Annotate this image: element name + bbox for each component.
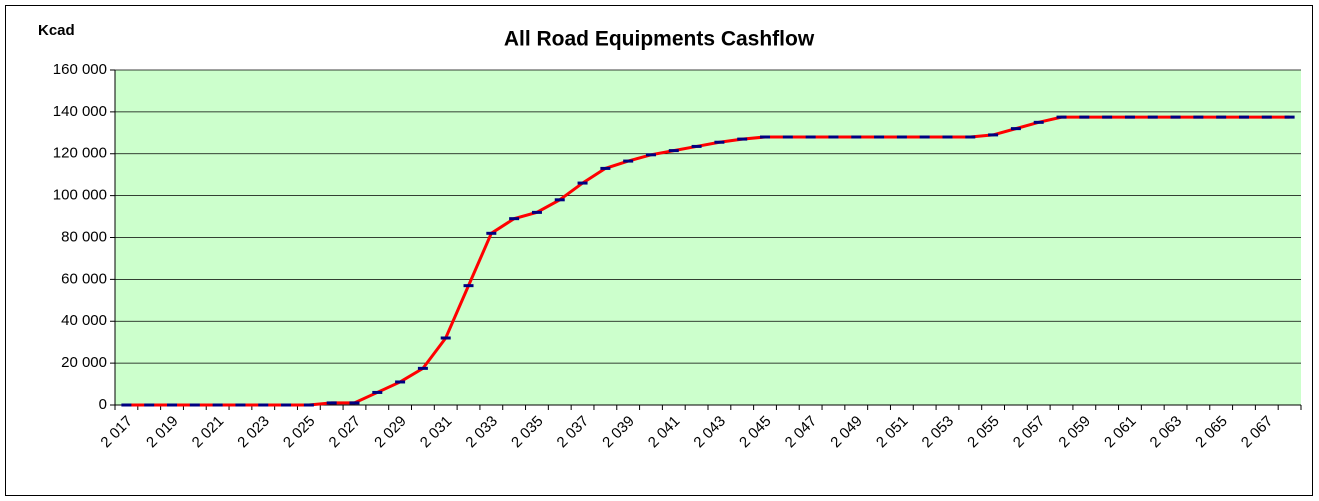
y-tick-label: 120 000 bbox=[53, 145, 107, 162]
y-tick-label: 140 000 bbox=[53, 103, 107, 120]
y-tick-label: 100 000 bbox=[53, 187, 107, 204]
chart-title: All Road Equipments Cashflow bbox=[504, 28, 815, 51]
y-tick-label: 20 000 bbox=[61, 354, 107, 371]
y-tick-label: 40 000 bbox=[61, 312, 107, 329]
y-tick-label: 80 000 bbox=[61, 228, 107, 245]
y-tick-label: 0 bbox=[99, 396, 107, 413]
series-line bbox=[126, 115, 1290, 407]
y-tick-label: 60 000 bbox=[61, 270, 107, 287]
y-tick-label: 160 000 bbox=[53, 61, 107, 78]
y-axis-label: Kcad bbox=[38, 22, 75, 39]
